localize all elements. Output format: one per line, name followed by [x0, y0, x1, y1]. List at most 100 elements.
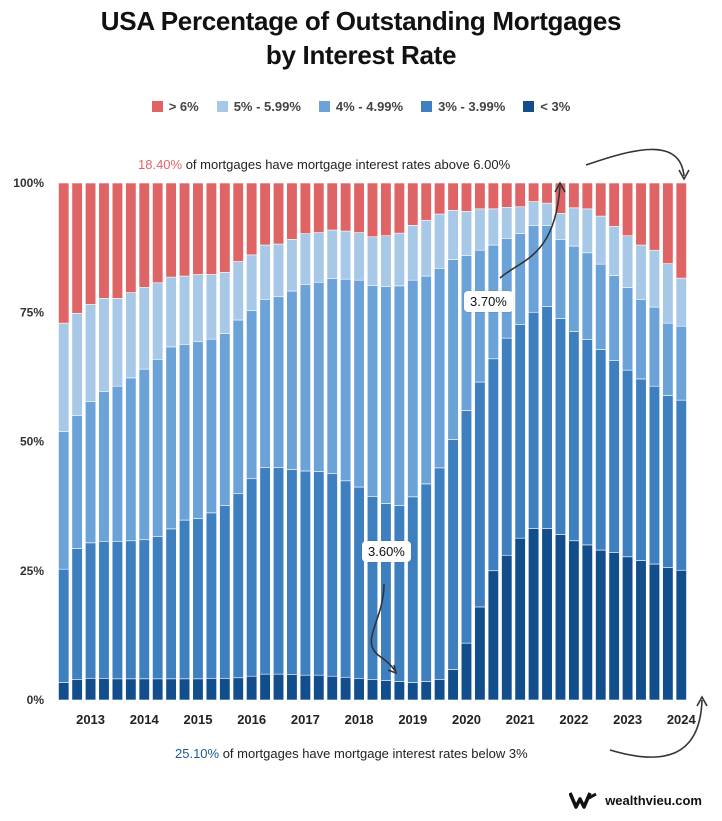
bar-segment: [434, 268, 446, 469]
bar-segment: [138, 287, 150, 370]
bar-stack-2019Q3: [420, 182, 432, 701]
bar-stack-2016Q2: [246, 182, 258, 701]
bar-stack-2020Q4: [487, 182, 499, 701]
bar-segment: [179, 275, 191, 345]
y-tick-label: 100%: [13, 176, 44, 190]
bar-segment: [622, 235, 634, 288]
bar-stack-2018Q3: [366, 182, 379, 701]
bar-segment: [474, 182, 486, 210]
bar-segment: [85, 542, 97, 679]
bar-segment: [648, 182, 660, 251]
bar-segment: [326, 675, 338, 701]
bar-segment: [380, 286, 392, 504]
bar-stack-2015Q2: [192, 182, 204, 701]
bar-stack-2021Q3: [528, 182, 540, 701]
bar-segment: [581, 182, 593, 210]
bar-segment: [460, 255, 473, 411]
bar-segment: [111, 540, 123, 680]
bar-stack-2018Q1: [340, 182, 352, 701]
bar-segment: [205, 274, 217, 340]
x-tick-label: 2020: [452, 712, 481, 727]
bar-segment: [179, 519, 191, 680]
bar-segment: [420, 483, 432, 682]
bar-segment: [246, 182, 258, 256]
bar-segment: [622, 287, 634, 371]
bar-segment: [259, 467, 271, 675]
bar-stack-2023Q4: [648, 182, 660, 701]
bar-segment: [407, 279, 419, 498]
bar-segment: [595, 263, 607, 350]
bar-segment: [179, 182, 191, 277]
bar-segment: [662, 322, 674, 396]
bar-segment: [675, 182, 687, 279]
bar-stack-2023Q2: [622, 182, 634, 701]
legend-label-gt6: > 6%: [168, 99, 199, 114]
bar-segment: [514, 324, 526, 539]
bar-stack-2020Q2: [460, 182, 473, 701]
x-tick-label: 2015: [184, 712, 213, 727]
bar-segment: [125, 292, 137, 379]
bars: [58, 182, 687, 701]
bar-segment: [165, 678, 177, 701]
x-tick-label: 2022: [559, 712, 588, 727]
bar-stack-2018Q4: [380, 182, 392, 701]
bar-segment: [675, 569, 687, 701]
legend-swatch-lt3: [523, 101, 535, 112]
bar-segment: [299, 284, 311, 472]
bar-segment: [272, 243, 285, 298]
bar-segment: [447, 182, 459, 211]
bar-segment: [635, 299, 647, 380]
bar-segment: [514, 537, 526, 701]
bar-segment: [71, 182, 83, 314]
bar-segment: [192, 518, 204, 680]
bar-segment: [138, 182, 150, 288]
bar-segment: [138, 368, 150, 541]
bar-segment: [541, 182, 553, 204]
bar-segment: [675, 325, 687, 401]
bar-segment: [205, 677, 217, 701]
bar-segment: [460, 211, 473, 256]
bar-segment: [541, 306, 553, 529]
bar-segment: [71, 679, 83, 701]
bar-segment: [219, 272, 231, 334]
bar-segment: [125, 182, 137, 293]
bar-segment: [434, 182, 446, 215]
bar-stack-2014Q2: [138, 182, 150, 701]
bar-segment: [420, 182, 432, 221]
bar-segment: [407, 496, 419, 683]
chart-title: USA Percentage of Outstanding Mortgages …: [0, 4, 722, 72]
bar-stack-2022Q2: [568, 182, 580, 701]
bar-segment: [125, 540, 137, 680]
bar-segment: [152, 536, 164, 680]
bar-stack-2019Q2: [407, 182, 419, 701]
bar-stack-2020Q1: [447, 182, 459, 701]
bar-segment: [380, 503, 392, 681]
bar-segment: [608, 226, 620, 276]
bar-segment: [165, 346, 177, 530]
bar-segment: [85, 304, 97, 402]
legend-item-4-499: 4% - 4.99%: [318, 99, 403, 114]
bar-segment: [313, 471, 325, 676]
bar-segment: [474, 381, 486, 608]
bar-segment: [648, 306, 660, 387]
x-tick-label: 2017: [291, 712, 320, 727]
bottom-annotation-value: 25.10%: [175, 746, 220, 761]
bar-segment: [192, 274, 204, 343]
bar-segment: [98, 540, 110, 679]
bar-segment: [460, 410, 473, 644]
bar-segment: [675, 277, 687, 327]
y-tick-label: 50%: [20, 435, 44, 449]
bottom-arrow-curve: [609, 699, 703, 758]
bar-segment: [581, 339, 593, 546]
bar-segment: [528, 311, 540, 529]
bar-segment: [554, 534, 566, 701]
bar-segment: [192, 341, 204, 519]
bar-stack-2022Q3: [581, 182, 593, 701]
bar-segment: [487, 182, 499, 210]
bar-segment: [272, 467, 285, 675]
callout-a-arrow-head: [554, 181, 566, 193]
bar-segment: [514, 206, 526, 234]
bar-segment: [111, 385, 123, 542]
bar-segment: [259, 182, 271, 246]
